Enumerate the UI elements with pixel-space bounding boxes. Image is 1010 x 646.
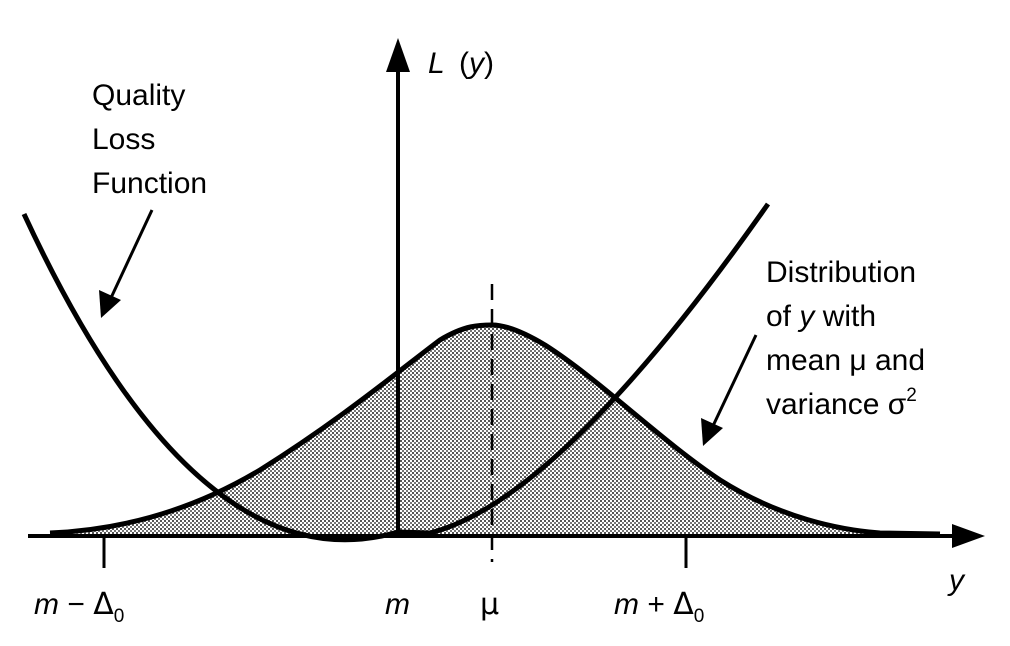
distribution-pointer-head bbox=[701, 418, 723, 446]
distribution-shaded-area bbox=[50, 325, 940, 536]
quality-loss-pointer bbox=[108, 209, 154, 301]
tick-label-left: m − Δ0 bbox=[34, 587, 124, 627]
vertical-axis-arrowhead bbox=[386, 38, 410, 72]
vertical-axis-label: L (y) bbox=[428, 47, 494, 80]
distribution-pointer bbox=[710, 334, 758, 429]
horizontal-axis-arrowhead bbox=[952, 524, 985, 548]
quality-loss-pointer-head bbox=[99, 290, 121, 318]
tick-label-right: m + Δ0 bbox=[614, 587, 704, 627]
distribution-label: Distribution of y with mean μ and varian… bbox=[766, 256, 933, 421]
quality-loss-label: Quality Loss Function bbox=[92, 79, 207, 200]
horizontal-axis-label: y bbox=[947, 564, 966, 597]
tick-label-center: m bbox=[385, 588, 410, 621]
tick-label-mean: μ bbox=[480, 587, 499, 622]
